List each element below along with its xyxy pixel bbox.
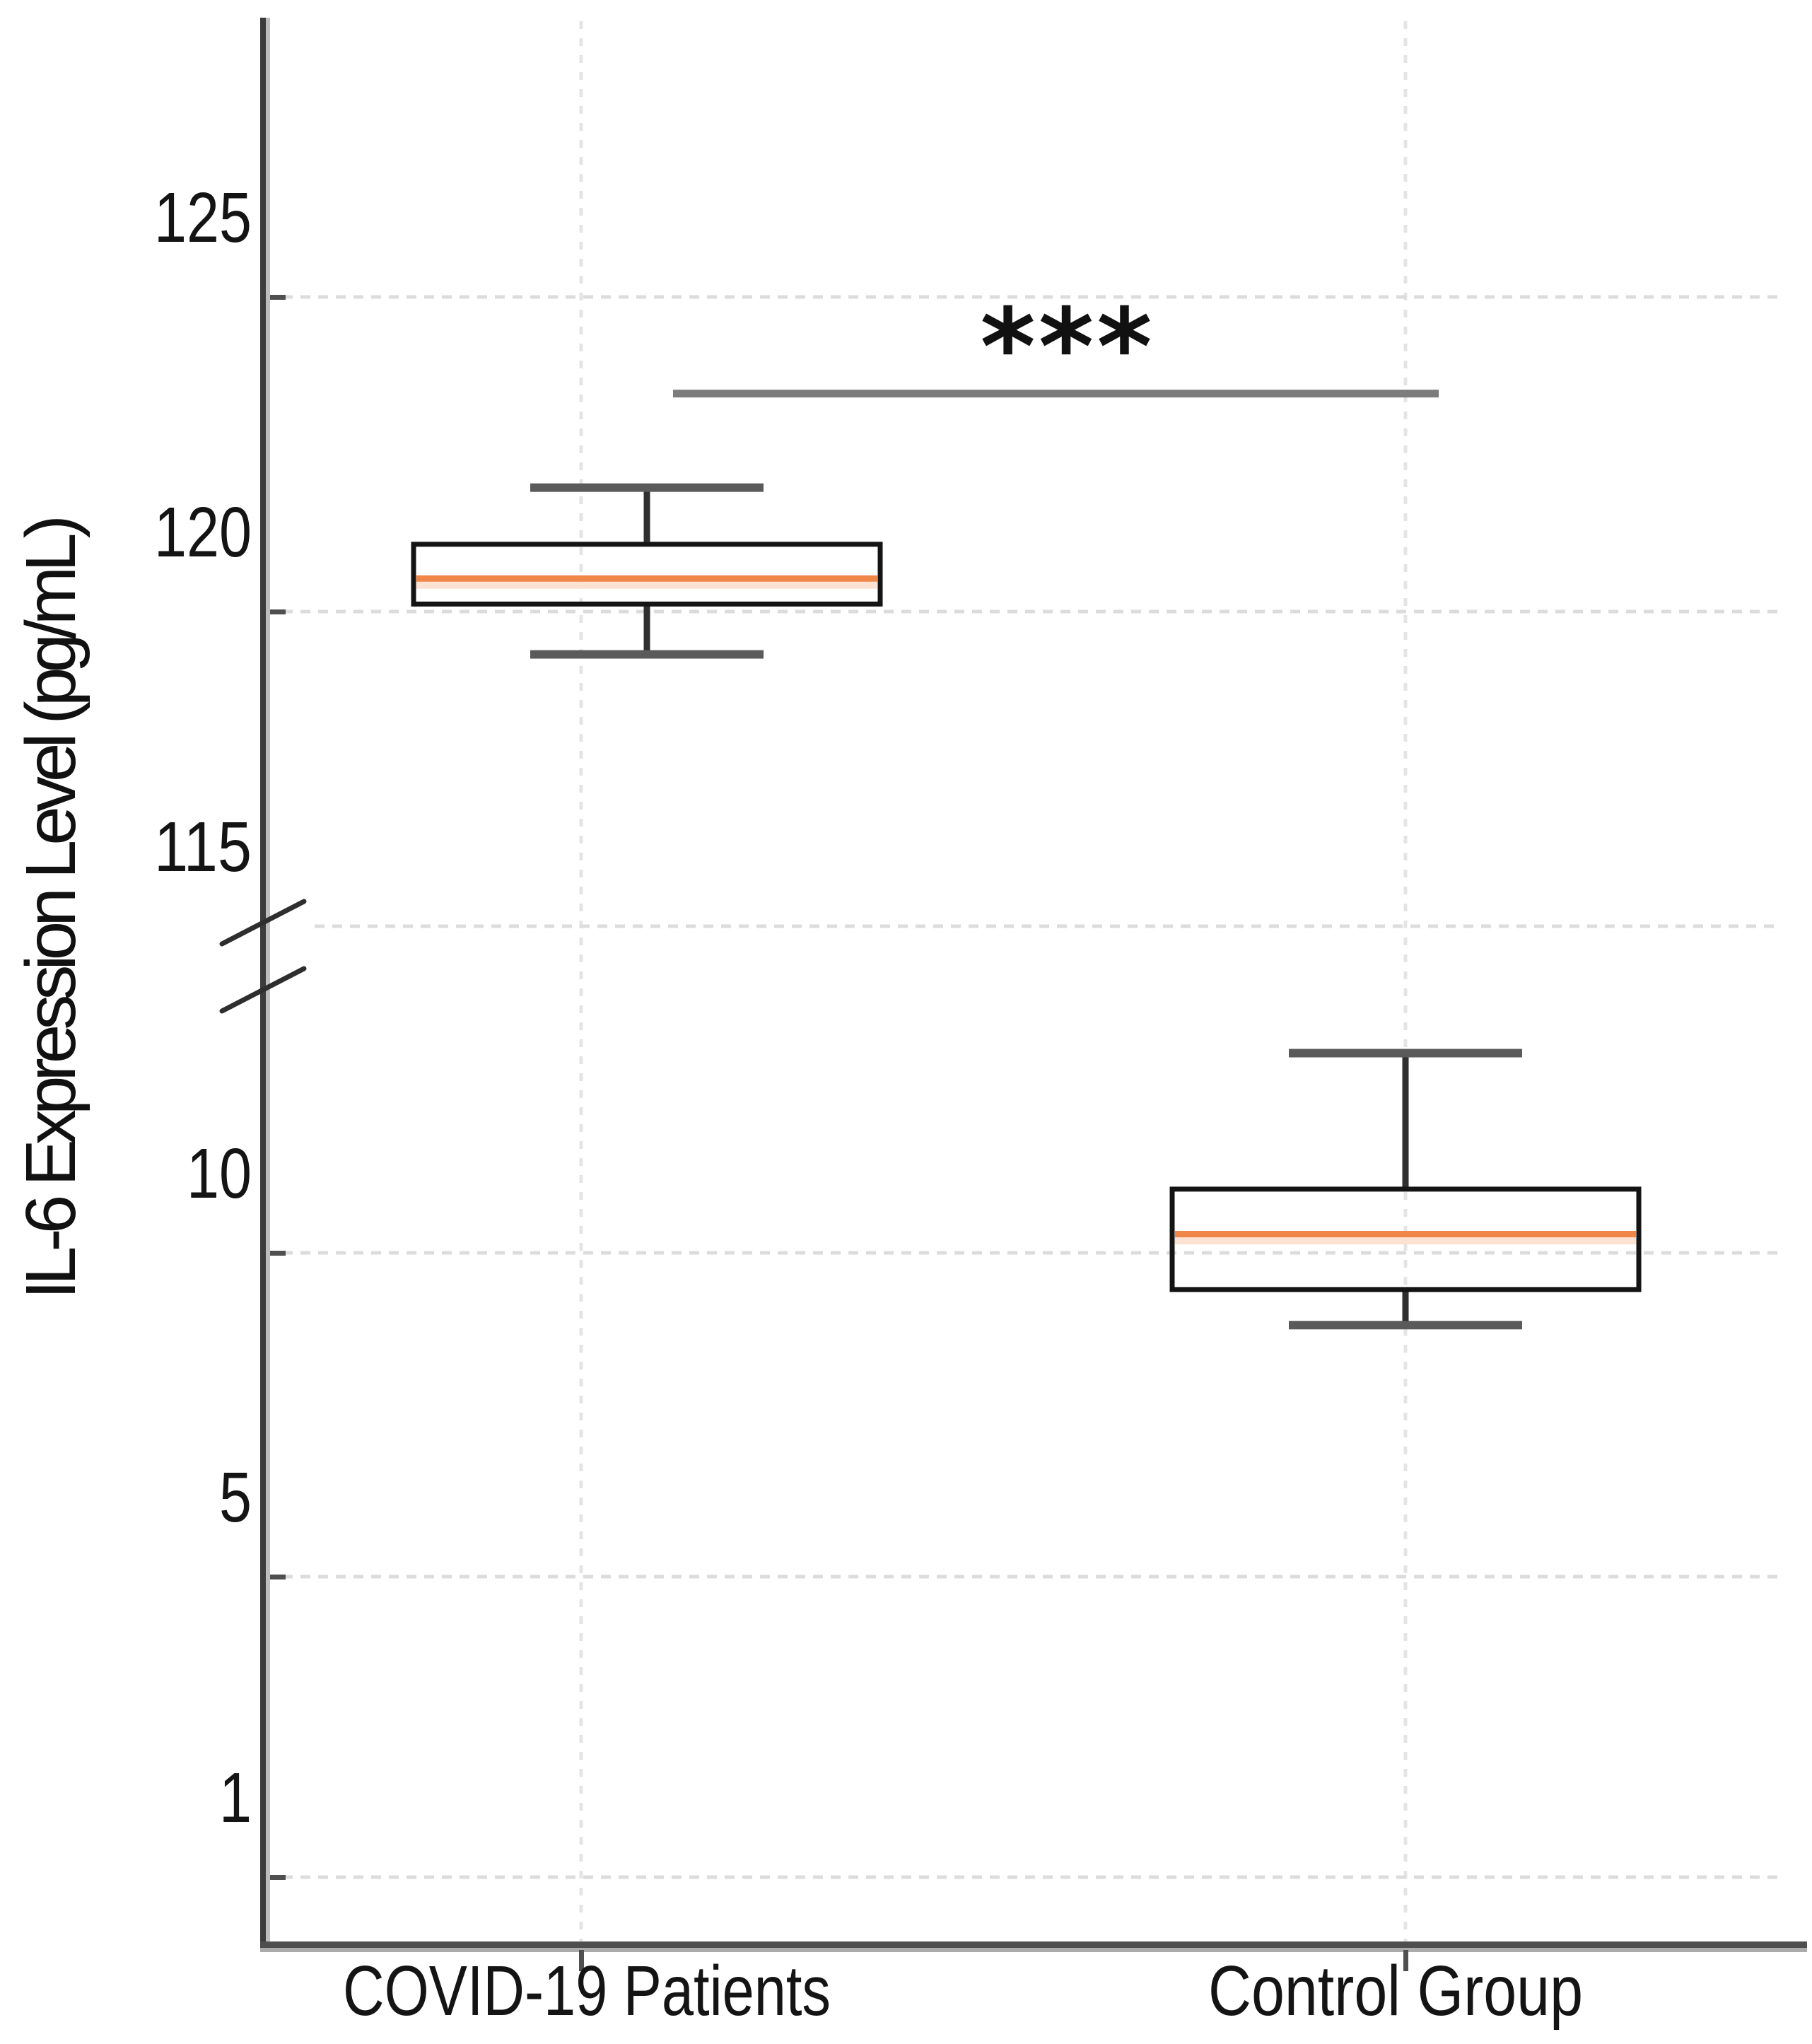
lower-whisker-cap-control-group [1289,1321,1522,1330]
y-tick-label: 120 [154,493,252,572]
y-axis-title: IL-6 Expression Level (pg/mL) [11,520,90,1300]
upper-whisker-cap-control-group [1289,1049,1522,1058]
y-axis-spine-shadow [266,18,270,1950]
y-tick-label: 5 [219,1458,252,1537]
upper-whisker-cap-covid-19-patients [530,483,764,492]
y-tick-label: 10 [187,1134,252,1213]
y-tick-mark [263,1875,286,1880]
x-axis-spine-shadow [260,1948,1807,1952]
x-tick-label: Control Group [1208,1951,1583,2031]
y-tick-mark [263,295,286,300]
y-tick-label: 125 [154,178,252,257]
axis-break-mark [219,899,307,947]
axis-break-mark [219,966,307,1014]
median-halo-control-group [1175,1237,1636,1245]
significance-stars: *** [980,286,1155,409]
x-tick-mark [579,1950,584,1971]
y-tick-label: 115 [154,807,252,887]
y-tick-mark [263,1251,286,1256]
x-tick-label: COVID-19 Patients [343,1951,831,2031]
median-line-covid-19-patients [416,575,877,582]
lower-whisker-cap-covid-19-patients [530,650,764,659]
box-control-group [1169,1186,1642,1292]
median-halo-covid-19-patients [416,581,877,589]
significance-bar [673,390,1439,398]
median-line-control-group [1175,1231,1636,1238]
y-tick-mark [263,1575,286,1579]
x-tick-mark [1403,1950,1408,1971]
y-axis-spine [260,18,266,1950]
y-tick-label: 1 [219,1758,252,1838]
x-axis-spine [260,1941,1807,1948]
y-tick-mark [263,609,286,614]
box-covid-19-patients [411,542,883,607]
